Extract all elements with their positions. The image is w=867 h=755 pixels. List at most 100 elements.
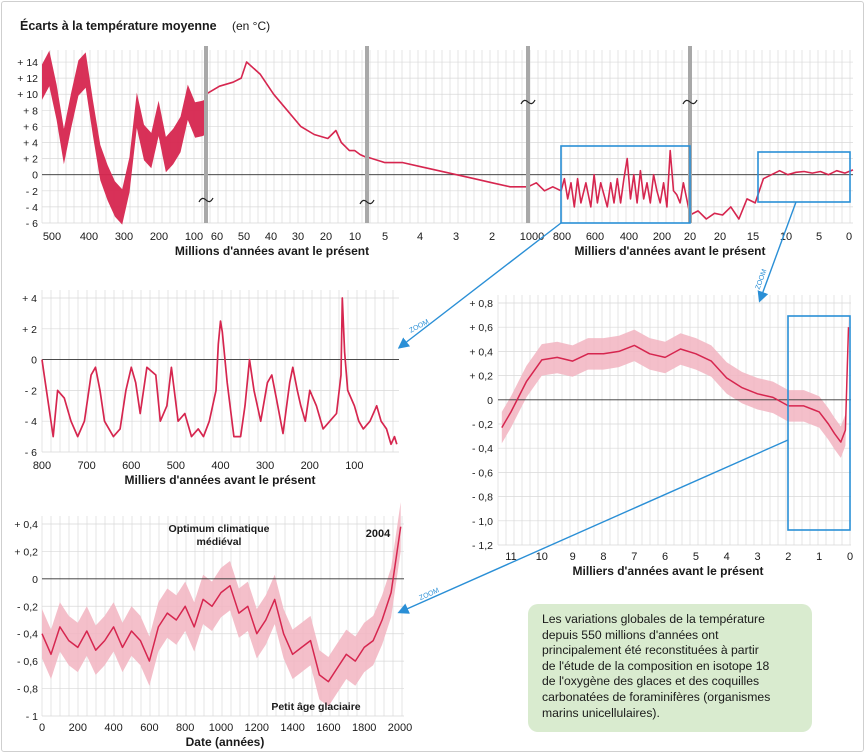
zoom11-x-tick: 8 (600, 551, 606, 563)
caption-note: Les variations globales de la températur… (528, 604, 812, 732)
main-break-mark (682, 99, 698, 105)
main-y-tick: + 2 (23, 154, 38, 166)
main-series-line (366, 156, 528, 188)
zoom800-x-label: Milliers d'années avant le présent (125, 473, 316, 487)
zoom2000-x-tick: 1600 (316, 722, 340, 734)
main-x-tick: 40 (265, 231, 277, 243)
main-y-tick: + 12 (17, 73, 38, 85)
zoom11-y-tick: - 1,2 (472, 540, 493, 552)
zoom-box-11ka (757, 151, 851, 203)
main-series-line (527, 149, 691, 216)
zoom-arrow-11ka-label: ZOOM (755, 268, 769, 290)
zoom-arrow-2000a (397, 439, 789, 614)
zoom2000-y-tick: - 0,6 (17, 656, 38, 668)
zoom2000-x-tick: 0 (39, 722, 45, 734)
zoom800-x-tick: 400 (211, 460, 229, 472)
main-x-tick: 20 (684, 231, 696, 243)
zoom2000-y-tick: - 0,4 (17, 629, 38, 641)
zoom800-x-tick: 200 (301, 460, 319, 472)
zoom800-x-tick: 100 (345, 460, 363, 472)
main-x-tick: 5 (382, 231, 388, 243)
main-x-tick: 60 (211, 231, 223, 243)
main-scale-break (526, 46, 530, 223)
zoom800-y-tick: - 2 (25, 385, 37, 397)
zoom2000-x-tick: 1200 (245, 722, 269, 734)
main-x-tick: 1000 (520, 231, 544, 243)
zoom11-y-tick: 0 (487, 395, 493, 407)
zoom800-y-tick: - 6 (25, 447, 37, 459)
zoom2000-y-tick: - 1 (26, 711, 38, 723)
main-x-tick: 20 (320, 231, 332, 243)
annotation-little-ice-age: Petit âge glaciaire (271, 701, 360, 713)
main-x-tick: 10 (349, 231, 361, 243)
zoom2000-x-tick: 1400 (280, 722, 304, 734)
main-break-mark (359, 199, 375, 205)
zoom2000-y-tick: - 0,8 (17, 684, 38, 696)
main-x-tick: 200 (150, 231, 168, 243)
main-x-tick: 10 (780, 231, 792, 243)
main-title-unit: (en °C) (232, 19, 270, 33)
zoom11-y-tick: + 0,2 (469, 371, 493, 383)
caption-line: principalement été reconstituées à parti… (542, 643, 759, 658)
zoom11-y-tick: - 0,6 (472, 467, 493, 479)
main-series-line (205, 61, 366, 158)
caption-line: depuis 550 millions d'années ont (542, 627, 719, 642)
main-x-label-right: Milliers d'années avant le présent (575, 244, 766, 258)
main-x-tick: 20 (714, 231, 726, 243)
zoom11-x-tick: 9 (570, 551, 576, 563)
zoom800-x-tick: 800 (33, 460, 51, 472)
zoom-box-800ka (560, 145, 691, 224)
main-scale-break (204, 46, 208, 223)
caption-line: Les variations globales de la températur… (542, 612, 765, 626)
annotation-optimum-line2: médiéval (197, 536, 242, 548)
main-y-tick: - 6 (26, 218, 38, 230)
zoom11-x-tick: 5 (693, 551, 699, 563)
zoom800-y-tick: - 4 (25, 416, 37, 428)
zoom11-y-tick: - 0,8 (472, 492, 493, 504)
main-series-line (689, 169, 854, 220)
zoom2000-series-line (41, 526, 402, 683)
caption-line: marins unicellulaires). (542, 705, 660, 720)
zoom800-x-tick: 300 (256, 460, 274, 472)
zoom2000-x-tick: 1000 (209, 722, 233, 734)
zoom800-y-tick: 0 (31, 355, 37, 367)
main-x-tick: 200 (653, 231, 671, 243)
main-x-tick: 15 (747, 231, 759, 243)
zoom11-series-line (501, 327, 850, 443)
zoom11-x-tick: 1 (816, 551, 822, 563)
main-x-label-left: Millions d'années avant le présent (175, 244, 369, 258)
main-x-tick: 2 (489, 231, 495, 243)
zoom11-y-tick: - 1,0 (472, 516, 493, 528)
zoom11-x-tick: 2 (785, 551, 791, 563)
zoom800-x-tick: 700 (77, 460, 95, 472)
zoom11-y-tick: - 0,2 (472, 419, 493, 431)
main-y-tick: + 4 (23, 138, 38, 150)
zoom800-x-tick: 600 (122, 460, 140, 472)
zoom2000-x-label: Date (années) (186, 735, 265, 749)
main-x-tick: 400 (80, 231, 98, 243)
zoom2000-y-tick: 0 (32, 574, 38, 586)
caption-line: de l'étude de la composition en isotope … (542, 658, 770, 673)
annotation-2004: 2004 (366, 528, 391, 540)
main-x-tick: 500 (43, 231, 61, 243)
zoom2000-x-tick: 1800 (352, 722, 376, 734)
main-title: Écarts à la température moyenne (20, 18, 217, 33)
zoom11-x-tick: 4 (724, 551, 730, 563)
zoom2000-x-tick: 400 (104, 722, 122, 734)
zoom11-x-label: Milliers d'années avant le présent (573, 564, 764, 578)
main-break-mark (520, 99, 536, 105)
zoom11-y-tick: + 0,6 (469, 322, 493, 334)
zoom11-x-tick: 3 (754, 551, 760, 563)
zoom11-x-tick: 11 (505, 551, 516, 563)
zoom11-y-tick: + 0,4 (469, 346, 493, 358)
main-x-tick: 100 (185, 231, 203, 243)
zoom-arrow-800ka (397, 222, 562, 349)
main-scale-break (688, 46, 692, 223)
zoom11-x-tick: 7 (631, 551, 637, 563)
caption-line: carbonatées de foraminifères (organismes (542, 689, 771, 704)
main-y-tick: + 8 (23, 105, 38, 117)
zoom2000-x-tick: 200 (69, 722, 87, 734)
zoom2000-x-tick: 600 (140, 722, 158, 734)
main-x-tick: 5 (816, 231, 822, 243)
